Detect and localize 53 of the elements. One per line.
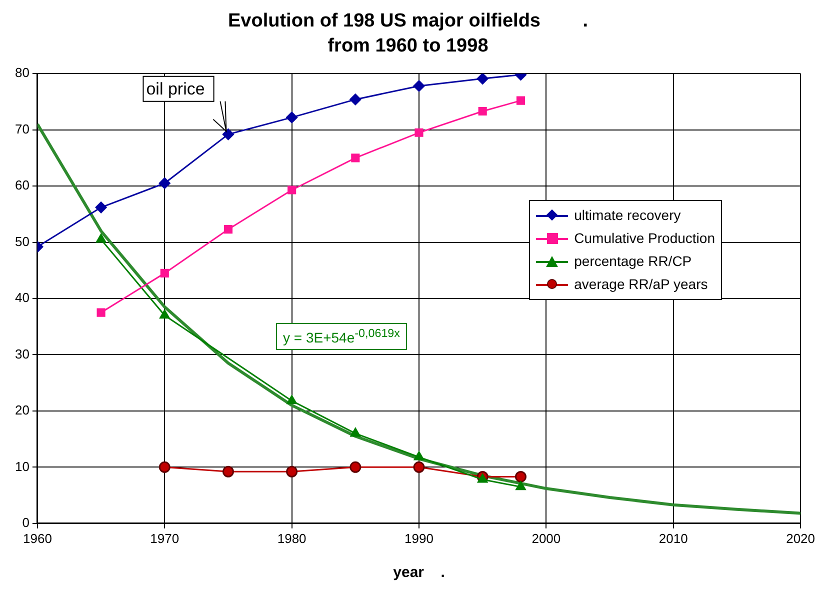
chart-subtitle: from 1960 to 1998 — [328, 35, 488, 56]
x-tick-label: 2010 — [658, 530, 688, 546]
point — [158, 177, 170, 189]
point — [160, 310, 170, 319]
y-tick-label: 10 — [14, 458, 30, 474]
point — [95, 202, 107, 214]
point — [222, 128, 234, 140]
point — [158, 461, 170, 473]
point — [96, 308, 106, 317]
point — [516, 96, 526, 105]
y-tick-label: 60 — [14, 178, 30, 193]
x-tick-label: 2000 — [532, 530, 561, 546]
point — [478, 474, 488, 483]
point — [286, 112, 298, 124]
y-tick-label: 70 — [14, 121, 30, 136]
point — [160, 268, 169, 278]
x-tick-label: 1960 — [23, 530, 52, 546]
point — [478, 106, 487, 116]
point — [350, 428, 360, 437]
point — [350, 94, 362, 106]
x-tick-label: 1990 — [404, 530, 434, 546]
point — [413, 80, 425, 92]
legend-label: average RR/aP years — [574, 275, 708, 294]
point — [414, 128, 424, 137]
point — [222, 466, 234, 478]
y-tick-label: 50 — [14, 234, 30, 249]
annotation: oil price — [146, 80, 205, 99]
y-tick-label: 20 — [14, 402, 30, 418]
x-axis-title: year . — [393, 564, 445, 582]
point — [413, 461, 425, 473]
chart-title: Evolution of 198 US major oilfields . — [228, 10, 588, 32]
y-tick-label: 30 — [14, 346, 30, 362]
x-tick-label: 1970 — [150, 530, 180, 546]
y-tick-label: 40 — [14, 290, 30, 306]
point — [286, 466, 298, 478]
y-tick-label: 0 — [22, 514, 30, 530]
point — [476, 74, 488, 84]
point — [516, 481, 526, 490]
point — [351, 154, 360, 162]
point — [288, 186, 296, 194]
legend-label: ultimate recovery — [574, 206, 681, 225]
y-tick-label: 80 — [14, 65, 30, 80]
x-tick-label: 2020 — [786, 530, 815, 546]
point — [224, 225, 233, 234]
point — [414, 451, 424, 460]
point — [350, 461, 362, 473]
annotation: y = 3E+54e$^{-0,0619x}$ — [276, 323, 407, 350]
legend-label: percentage RR/CP — [574, 252, 692, 271]
point — [96, 234, 106, 243]
point — [286, 395, 297, 404]
legend-label: Cumulative Production — [574, 229, 715, 248]
point — [514, 470, 526, 482]
x-tick-label: 1980 — [277, 530, 306, 546]
